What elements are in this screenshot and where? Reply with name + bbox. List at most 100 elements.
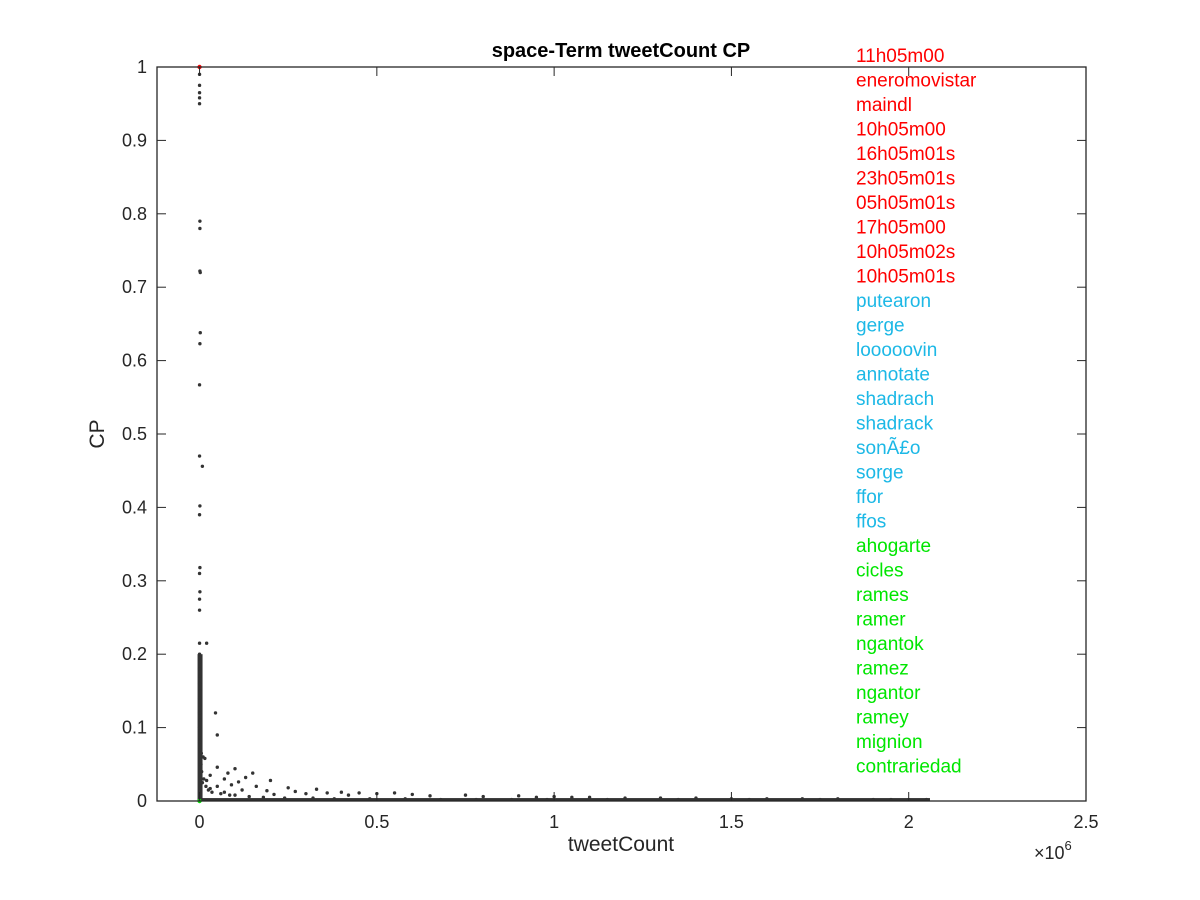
data-point xyxy=(227,793,232,797)
term-label: 10h05m01s xyxy=(856,267,955,288)
data-point xyxy=(198,659,202,664)
term-label: looooovin xyxy=(856,340,937,361)
y-tick-label: 0.2 xyxy=(122,644,147,664)
data-point xyxy=(197,513,202,517)
data-point xyxy=(222,790,227,794)
data-point xyxy=(229,783,234,787)
data-point xyxy=(293,789,297,794)
data-point xyxy=(428,794,432,798)
x-axis-exponent: ×106 xyxy=(1034,838,1072,863)
data-point xyxy=(197,696,202,700)
data-point xyxy=(200,464,205,468)
x-axis-exponent-base: ×10 xyxy=(1034,843,1065,863)
data-point xyxy=(198,703,202,708)
data-point xyxy=(251,771,255,775)
data-point xyxy=(623,796,627,800)
data-point xyxy=(202,777,206,781)
term-label: putearon xyxy=(856,291,931,312)
data-point xyxy=(204,784,208,789)
term-label: 05h05m01s xyxy=(856,193,955,214)
data-point xyxy=(215,765,219,769)
term-label: contrariedad xyxy=(856,757,962,778)
data-point xyxy=(198,590,202,594)
y-tick-label: 0.9 xyxy=(122,130,147,150)
data-point xyxy=(213,711,218,715)
data-point xyxy=(222,777,227,781)
term-label: ngantok xyxy=(856,634,924,655)
term-label: gerge xyxy=(856,316,905,337)
data-point xyxy=(215,733,219,737)
data-point xyxy=(346,793,351,797)
data-point xyxy=(481,794,485,799)
chart-title: space-Term tweetCount CP xyxy=(492,40,751,62)
term-label: shadrack xyxy=(856,414,934,435)
data-point xyxy=(403,797,407,801)
data-point xyxy=(197,740,202,744)
term-label: rames xyxy=(856,585,909,606)
term-label: ffos xyxy=(856,512,886,533)
data-point xyxy=(197,83,202,88)
term-label: ramer xyxy=(856,610,906,631)
term-label: ahogarte xyxy=(856,536,931,557)
term-label: ramey xyxy=(856,708,909,729)
x-axis-title: tweetCount xyxy=(568,833,674,856)
y-tick-label: 0.8 xyxy=(122,204,147,224)
data-point xyxy=(197,681,202,686)
data-point xyxy=(325,791,329,795)
data-point xyxy=(516,794,521,798)
x-tick-label: 0.5 xyxy=(364,812,389,832)
data-point xyxy=(198,689,202,693)
term-label: 11h05m00 xyxy=(856,46,944,67)
data-point xyxy=(265,789,269,793)
data-point xyxy=(199,751,204,755)
data-point xyxy=(311,796,315,800)
term-label: mignion xyxy=(856,732,923,753)
data-point xyxy=(254,784,258,789)
y-tick-label: 0.6 xyxy=(122,351,147,371)
data-point xyxy=(210,790,214,794)
term-label: sorge xyxy=(856,463,904,484)
data-point xyxy=(198,718,202,722)
data-point xyxy=(570,795,574,800)
x-tick-label: 2 xyxy=(904,812,914,832)
data-point xyxy=(339,790,344,794)
data-point xyxy=(204,778,209,783)
data-point xyxy=(247,794,251,799)
term-label: cicles xyxy=(856,561,904,582)
y-tick-label: 0.5 xyxy=(122,424,147,444)
term-labels: 11h05m00 eneromovistar maindl 10h05m00 16h05… xyxy=(856,46,977,778)
data-point xyxy=(534,795,539,800)
term-label: ffor xyxy=(856,487,884,508)
term-label: 16h05m01s xyxy=(856,144,955,165)
data-point xyxy=(282,796,287,800)
data-point xyxy=(226,771,230,775)
data-point xyxy=(197,90,202,95)
data-point xyxy=(198,736,203,741)
data-point xyxy=(836,797,840,801)
data-point xyxy=(206,788,211,792)
y-tick-label: 0 xyxy=(137,791,147,811)
data-point xyxy=(204,641,209,645)
y-tick-label: 1 xyxy=(137,57,147,77)
term-label: maindl xyxy=(856,95,912,116)
term-label: 23h05m01s xyxy=(856,169,955,190)
data-point xyxy=(410,792,414,797)
data-point xyxy=(198,226,202,231)
data-point xyxy=(800,797,805,801)
data-point xyxy=(197,571,202,576)
data-point xyxy=(198,674,202,678)
x-axis-exponent-power: 6 xyxy=(1065,838,1072,853)
term-label: ngantor xyxy=(856,683,921,704)
y-tick-label: 0.7 xyxy=(122,277,147,297)
data-point xyxy=(197,641,202,645)
data-point xyxy=(357,791,361,795)
data-point xyxy=(261,795,266,800)
data-point xyxy=(240,788,244,792)
data-point xyxy=(197,667,202,671)
data-point xyxy=(203,756,207,761)
data-point xyxy=(199,769,204,774)
data-point xyxy=(197,597,202,601)
data-point xyxy=(368,797,372,801)
data-point xyxy=(219,791,223,796)
